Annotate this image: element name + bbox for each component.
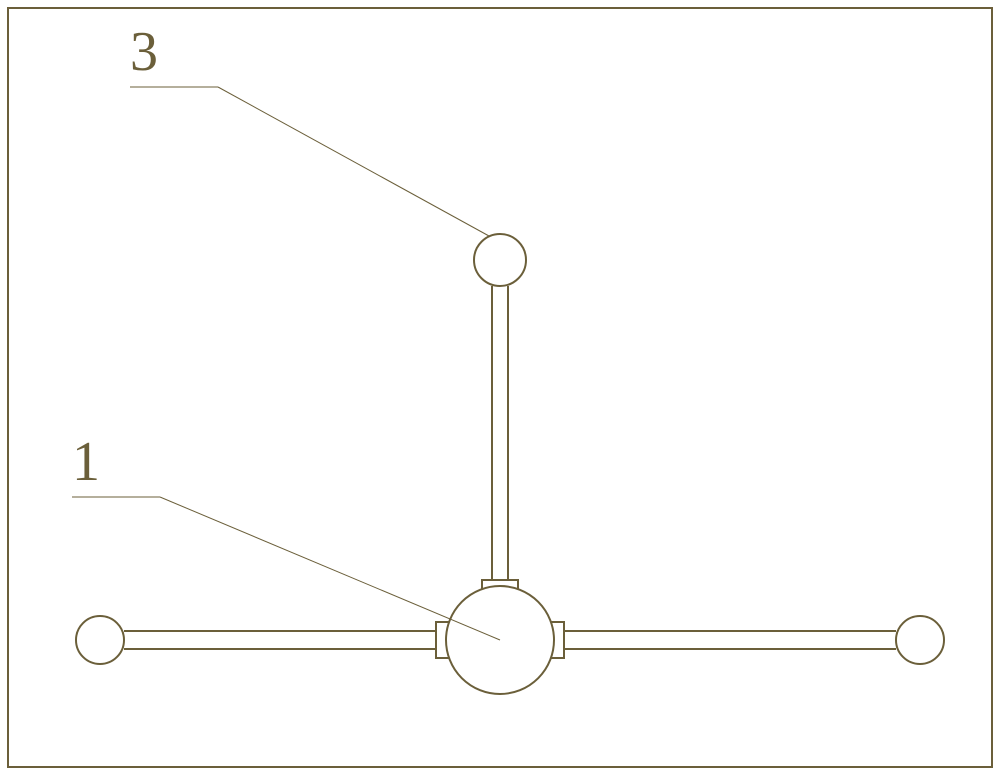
technical-diagram: 31 [0,0,1000,775]
label-1-leader-d [160,497,500,640]
left-end-node [76,616,124,664]
label-1-text: 1 [72,431,100,493]
label-3-leader-d [218,87,489,236]
label-3-text: 3 [130,21,158,83]
top-end-node [474,234,526,286]
right-end-node [896,616,944,664]
